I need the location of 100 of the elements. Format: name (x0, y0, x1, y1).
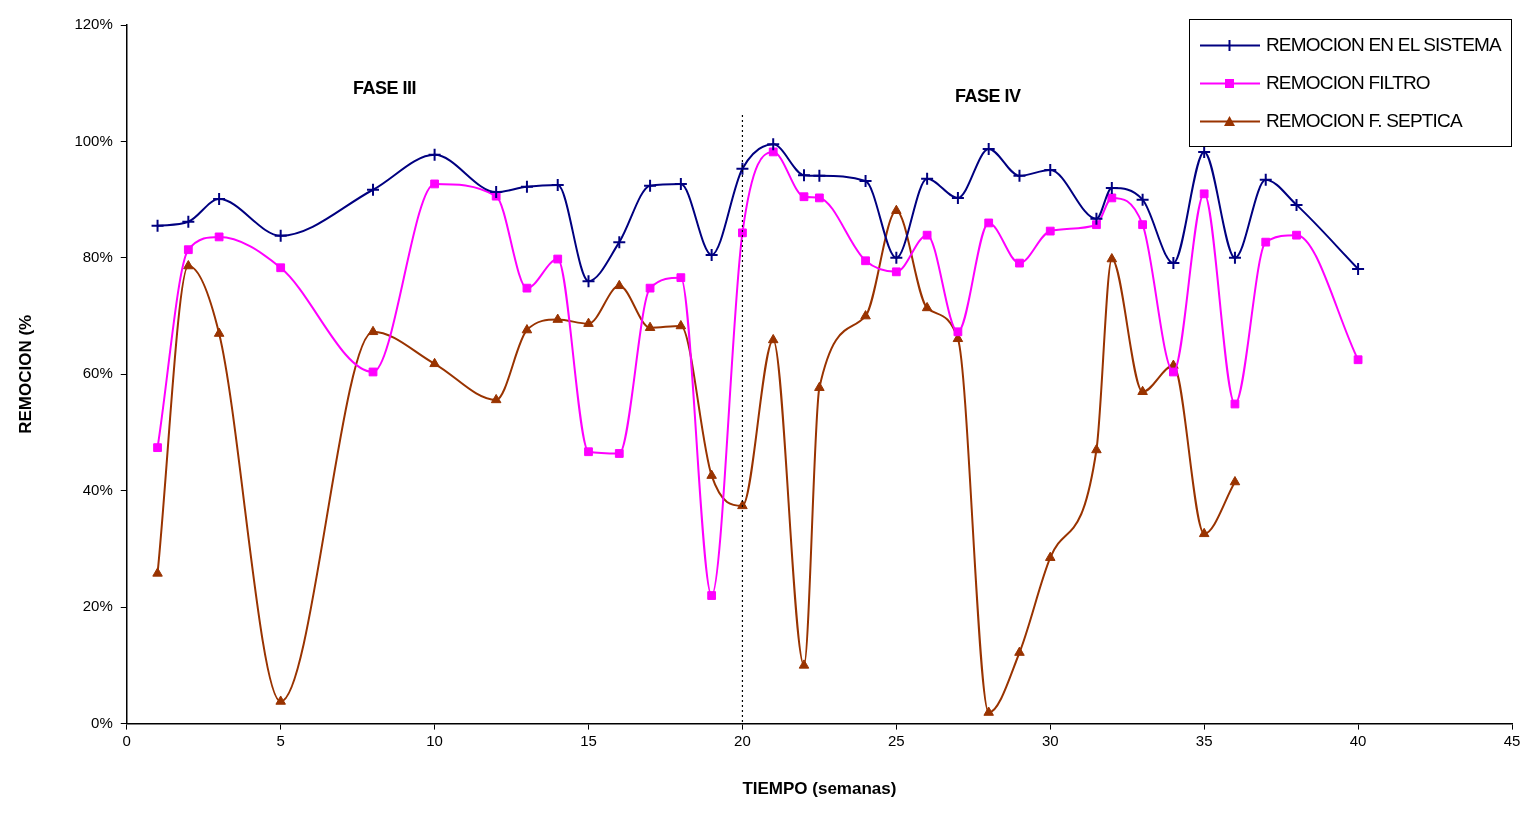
point (981, 142, 996, 156)
point (1107, 193, 1117, 203)
point (676, 273, 686, 283)
point (922, 230, 932, 240)
point (1289, 197, 1304, 212)
x-tick-label: 45 (1503, 731, 1521, 749)
point (1045, 226, 1055, 236)
point (1292, 230, 1301, 240)
point (430, 179, 439, 189)
point (150, 218, 165, 233)
point (861, 256, 870, 266)
point (1261, 237, 1271, 247)
point (1166, 256, 1181, 271)
point (675, 319, 687, 330)
point (983, 706, 994, 716)
point (614, 449, 624, 458)
y-tick-label: 120% (74, 15, 113, 33)
point (427, 147, 442, 162)
point (581, 274, 596, 289)
x-tick-label: 5 (276, 731, 285, 749)
legend-label: REMOCION EN EL SISTEMA (1265, 34, 1501, 56)
point (891, 204, 902, 214)
point (1258, 172, 1273, 187)
point (799, 192, 809, 202)
point (1230, 399, 1240, 409)
x-tick-label: 30 (1041, 731, 1059, 749)
point (766, 137, 781, 152)
point (522, 283, 532, 293)
point (183, 260, 194, 270)
point (814, 193, 824, 203)
point (1012, 168, 1027, 183)
point (1043, 162, 1058, 177)
point (550, 178, 565, 193)
y-tick-label: 100% (74, 131, 113, 149)
point (1229, 476, 1241, 486)
point (519, 179, 534, 194)
legend-label: REMOCION F. SEPTICA (1265, 110, 1462, 132)
point (368, 367, 378, 377)
point (583, 317, 594, 327)
x-tick-label: 40 (1349, 731, 1367, 749)
point (1198, 527, 1210, 538)
x-tick-label: 20 (734, 731, 751, 749)
point (767, 333, 779, 344)
point (950, 190, 965, 205)
point (860, 310, 871, 320)
point (429, 357, 440, 368)
point (614, 279, 625, 290)
point (183, 245, 193, 255)
point (891, 267, 901, 277)
point (796, 168, 811, 183)
point (798, 659, 810, 669)
point (707, 591, 717, 600)
point (1014, 646, 1025, 656)
point (858, 174, 873, 189)
point (521, 324, 533, 334)
point (673, 176, 688, 191)
point (814, 381, 825, 391)
y-axis-title: REMOCION (% (15, 314, 35, 434)
point (1138, 220, 1147, 230)
point (1199, 189, 1209, 199)
point (643, 178, 658, 193)
point (275, 695, 286, 705)
point (735, 161, 750, 176)
point (1106, 253, 1118, 263)
point (889, 250, 904, 265)
point (920, 171, 935, 186)
point (738, 228, 747, 238)
point (704, 247, 719, 262)
point (1137, 385, 1148, 396)
point (584, 447, 593, 457)
legend-label: REMOCION FILTRO (1265, 72, 1430, 94)
point (645, 283, 655, 293)
point (1044, 551, 1056, 561)
point (1091, 443, 1102, 454)
x-tick-label: 35 (1195, 731, 1213, 749)
point (366, 182, 381, 197)
point (953, 327, 963, 337)
point (706, 469, 717, 479)
point (367, 325, 379, 336)
point (214, 232, 224, 242)
point (273, 228, 288, 243)
point (1353, 355, 1363, 365)
point (152, 567, 163, 577)
y-tick-label: 20% (82, 597, 113, 615)
point (1135, 192, 1150, 207)
point (921, 301, 933, 312)
x-tick-label: 15 (580, 731, 597, 749)
point (1104, 181, 1119, 196)
x-axis-title: TIEMPO (semanas) (742, 779, 897, 799)
point (213, 327, 225, 337)
point (1089, 211, 1104, 226)
annotation: FASE IV (955, 86, 1021, 107)
point (489, 185, 504, 200)
point (1169, 367, 1178, 377)
point (612, 235, 627, 250)
y-tick-label: 60% (82, 364, 113, 382)
point (553, 254, 563, 264)
point (490, 393, 502, 404)
point (1015, 258, 1024, 268)
point (276, 263, 286, 273)
